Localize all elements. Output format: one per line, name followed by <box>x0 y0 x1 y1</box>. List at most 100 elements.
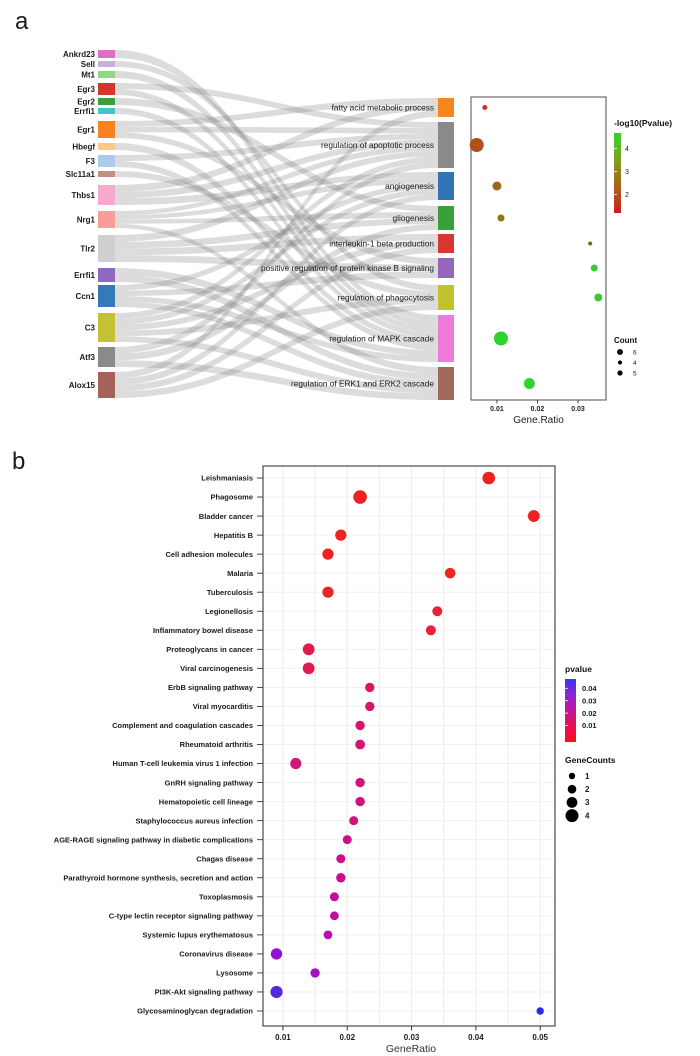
pathway-label: Viral carcinogenesis <box>180 664 253 673</box>
genecounts-legend-dot <box>567 784 577 794</box>
colorbar-tick-label: 0.01 <box>582 721 597 730</box>
sankey-link <box>115 301 438 387</box>
go-dot <box>482 105 488 110</box>
gene-label: Alox15 <box>69 381 96 390</box>
go-term-node <box>438 258 454 278</box>
gene-node <box>98 143 115 150</box>
panel-b-x-axis-title: GeneRatio <box>386 1043 436 1055</box>
panel-b-colorbar <box>565 679 576 742</box>
go-term-label: angiogenesis <box>385 181 434 191</box>
go-dot <box>523 378 535 389</box>
pathway-dot <box>329 911 339 921</box>
x-tick-label: 0.05 <box>532 1033 548 1042</box>
gene-label: Nrg1 <box>77 215 96 224</box>
gene-node <box>98 268 115 282</box>
pathway-label: Inflammatory bowel disease <box>153 626 253 635</box>
sankey-link <box>115 271 438 296</box>
gene-label: Egr1 <box>77 125 95 134</box>
pathway-label: Lysosome <box>216 969 253 978</box>
go-term-label: gliogenesis <box>392 213 434 223</box>
genecounts-legend-label: 2 <box>585 785 590 794</box>
sankey-link <box>115 98 438 212</box>
gene-label: Errfi1 <box>74 107 95 116</box>
pathway-dot <box>323 930 333 940</box>
gene-node <box>98 108 115 114</box>
gene-node <box>98 61 115 67</box>
pathway-label: Parathyroid hormone synthesis, secretion… <box>63 873 253 882</box>
go-dot <box>492 181 502 191</box>
pathway-dot <box>270 948 283 960</box>
sankey-link <box>115 145 438 216</box>
go-dot <box>594 293 603 302</box>
pathway-label: Human T-cell leukemia virus 1 infection <box>113 759 254 768</box>
colorbar-tick-label: 3 <box>625 169 629 176</box>
pathway-label: Hepatitis B <box>214 531 254 540</box>
pathway-dot <box>342 835 352 845</box>
count-legend-dot <box>617 349 623 355</box>
sankey-link <box>115 268 438 357</box>
go-dot <box>497 214 505 222</box>
pathway-dot <box>355 720 365 731</box>
panel-a-count-legend-title: Count <box>614 336 637 345</box>
gene-label: Egr2 <box>77 97 95 106</box>
sankey-link <box>115 161 438 351</box>
pathway-dot <box>536 1007 544 1015</box>
sankey-link <box>115 177 438 220</box>
sankey-link <box>115 194 438 385</box>
sankey-link <box>115 133 438 161</box>
panel-b-colorbar-title: pvalue <box>565 664 592 674</box>
sankey-link <box>115 132 438 265</box>
pathway-label: PI3K-Akt signaling pathway <box>155 988 254 997</box>
go-term-node <box>438 285 454 310</box>
go-dot <box>588 241 593 246</box>
gene-label: Ccn1 <box>75 292 95 301</box>
x-tick-label: 0.02 <box>339 1033 355 1042</box>
count-legend-label: 5 <box>633 371 637 378</box>
go-term-node <box>438 234 454 253</box>
sankey-link <box>115 150 438 242</box>
pathway-dot <box>322 586 334 598</box>
x-tick-label: 0.01 <box>490 406 504 413</box>
pathway-label: Malaria <box>227 569 254 578</box>
pathway-label: Coronavirus disease <box>179 950 253 959</box>
pathway-dot <box>336 854 346 864</box>
pathway-label: Systemic lupus erythematosus <box>143 931 253 940</box>
x-tick-label: 0.04 <box>468 1033 484 1042</box>
go-term-node <box>438 122 454 168</box>
pathway-label: Legionellosis <box>205 607 253 616</box>
go-term-node <box>438 206 454 230</box>
gene-node <box>98 71 115 78</box>
go-term-label: regulation of MAPK cascade <box>329 333 434 343</box>
count-legend-label: 4 <box>633 360 637 367</box>
gene-node <box>98 50 115 58</box>
pathway-dot <box>432 606 443 617</box>
colorbar-tick-label: 4 <box>625 146 629 153</box>
panel-a-x-axis-title: Gene.Ratio <box>513 415 564 426</box>
gene-node <box>98 211 115 228</box>
go-dot <box>469 138 484 152</box>
genecounts-legend-label: 3 <box>585 798 590 807</box>
colorbar-tick-label: 2 <box>625 192 629 199</box>
gene-label: Egr3 <box>77 85 95 94</box>
gene-label: Slc11a1 <box>66 170 96 179</box>
sankey-link <box>115 156 438 319</box>
gene-label: Mt1 <box>81 70 95 79</box>
sankey-link <box>115 139 438 199</box>
sankey-link <box>115 223 438 374</box>
pathway-label: Phagosome <box>210 493 253 502</box>
x-tick-label: 0.01 <box>275 1033 291 1042</box>
panel-a-colorbar <box>614 133 621 213</box>
pathway-dot <box>322 548 334 560</box>
sankey-link <box>115 89 438 333</box>
pathway-dot <box>335 529 347 541</box>
sankey-link <box>115 172 438 205</box>
go-term-label: fatty acid metabolic process <box>332 102 434 112</box>
pathway-label: Glycosaminoglycan degradation <box>137 1007 253 1016</box>
pathway-dot <box>355 777 365 788</box>
genecounts-legend-label: 4 <box>585 811 590 820</box>
sankey-link <box>115 143 438 345</box>
x-tick-label: 0.03 <box>404 1033 420 1042</box>
genecounts-legend-dot <box>566 797 578 808</box>
gene-label: Atf3 <box>79 353 95 362</box>
